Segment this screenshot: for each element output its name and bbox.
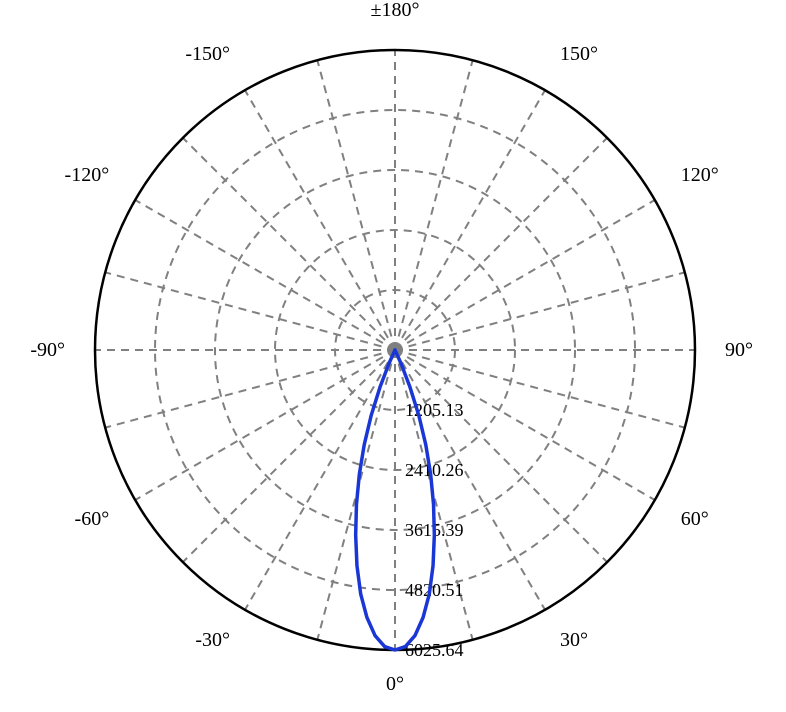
polar-chart: 1205.132410.263615.394820.516025.64±180°…: [0, 0, 786, 712]
angle-label: ±180°: [371, 0, 420, 21]
radial-value-label: 6025.64: [405, 640, 464, 660]
angle-label: 150°: [560, 43, 598, 65]
angle-label: 0°: [386, 673, 404, 695]
spoke: [105, 272, 395, 350]
radial-value-label: 4820.51: [405, 580, 464, 600]
angle-label: 60°: [681, 508, 709, 530]
angle-label: 30°: [560, 629, 588, 651]
angle-label: -150°: [185, 43, 230, 65]
spoke: [135, 200, 395, 350]
spoke: [395, 138, 607, 350]
spoke: [245, 350, 395, 610]
radial-value-label: 2410.26: [405, 460, 464, 480]
spoke: [135, 350, 395, 500]
spoke: [245, 90, 395, 350]
spoke: [395, 90, 545, 350]
spoke: [183, 138, 395, 350]
angle-label: 120°: [681, 164, 719, 186]
angle-label: -90°: [30, 339, 65, 361]
angle-label: 90°: [725, 339, 753, 361]
spoke: [105, 350, 395, 428]
spoke: [395, 200, 655, 350]
spoke: [395, 272, 685, 350]
angle-label: -60°: [75, 508, 110, 530]
angle-label: -30°: [195, 629, 230, 651]
spoke: [317, 60, 395, 350]
spoke: [395, 60, 473, 350]
angle-label: -120°: [65, 164, 110, 186]
